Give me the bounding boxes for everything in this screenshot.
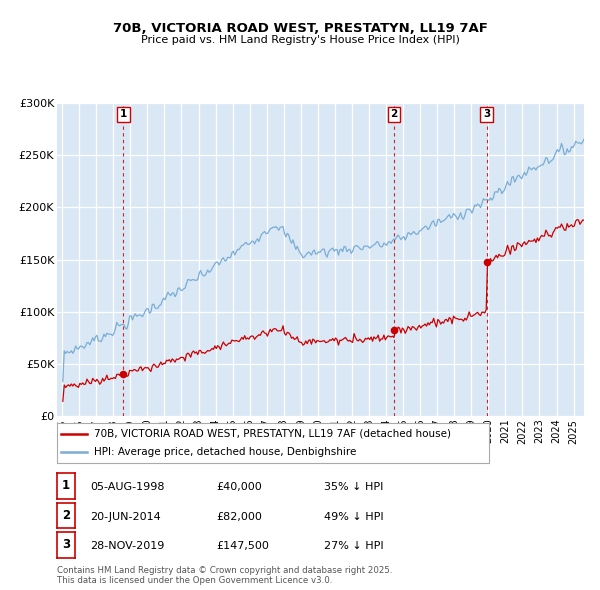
- Text: 70B, VICTORIA ROAD WEST, PRESTATYN, LL19 7AF (detached house): 70B, VICTORIA ROAD WEST, PRESTATYN, LL19…: [94, 429, 451, 439]
- Text: 70B, VICTORIA ROAD WEST, PRESTATYN, LL19 7AF: 70B, VICTORIA ROAD WEST, PRESTATYN, LL19…: [113, 22, 487, 35]
- Text: 2: 2: [391, 109, 398, 119]
- Text: 05-AUG-1998: 05-AUG-1998: [90, 482, 164, 492]
- Text: £82,000: £82,000: [216, 512, 262, 522]
- Text: £40,000: £40,000: [216, 482, 262, 492]
- Text: 28-NOV-2019: 28-NOV-2019: [90, 541, 164, 551]
- Text: 1: 1: [62, 479, 70, 493]
- Text: Contains HM Land Registry data © Crown copyright and database right 2025.
This d: Contains HM Land Registry data © Crown c…: [57, 566, 392, 585]
- Text: 3: 3: [483, 109, 490, 119]
- Text: 49% ↓ HPI: 49% ↓ HPI: [324, 512, 383, 522]
- Text: 35% ↓ HPI: 35% ↓ HPI: [324, 482, 383, 492]
- Text: Price paid vs. HM Land Registry's House Price Index (HPI): Price paid vs. HM Land Registry's House …: [140, 35, 460, 45]
- Text: 1: 1: [119, 109, 127, 119]
- Text: 2: 2: [62, 509, 70, 522]
- Text: 27% ↓ HPI: 27% ↓ HPI: [324, 541, 383, 551]
- Text: £147,500: £147,500: [216, 541, 269, 551]
- Text: 3: 3: [62, 538, 70, 552]
- Text: 20-JUN-2014: 20-JUN-2014: [90, 512, 161, 522]
- Text: HPI: Average price, detached house, Denbighshire: HPI: Average price, detached house, Denb…: [94, 447, 356, 457]
